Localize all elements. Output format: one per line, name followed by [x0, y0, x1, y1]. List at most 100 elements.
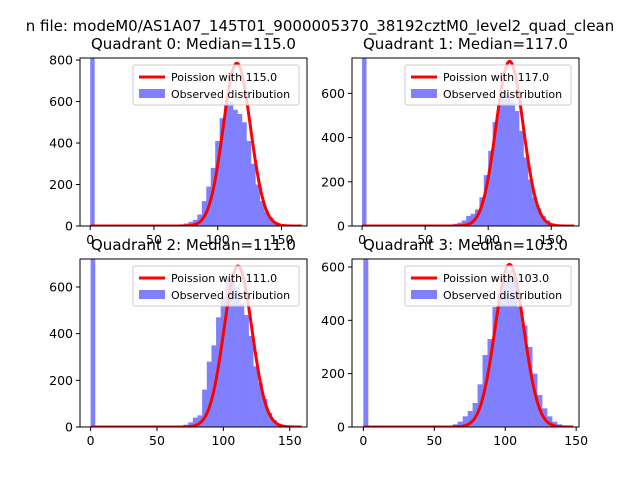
histogram-bar: [497, 293, 503, 427]
axes-frame: [351, 258, 580, 428]
x-tick-label: 0: [86, 232, 94, 247]
axes-frame: [79, 258, 308, 428]
x-tick-label: 100: [476, 232, 500, 247]
y-tick-label: 600: [321, 86, 345, 101]
y-tick-label: 800: [49, 53, 73, 68]
legend-label: Poission with 103.0: [443, 272, 549, 285]
legend-bar-swatch: [139, 290, 165, 299]
histogram-bar: [206, 361, 212, 427]
histogram-bar: [253, 366, 259, 427]
histogram-bar: [532, 197, 538, 226]
legend-box: [132, 265, 300, 307]
histogram-bar: [487, 339, 493, 427]
poisson-curve: [89, 264, 303, 427]
histogram-bar: [188, 422, 194, 427]
histogram-bar: [234, 287, 240, 427]
histogram-bar: [257, 382, 263, 427]
histogram-bar: [519, 130, 524, 226]
histogram-bar: [255, 184, 261, 226]
histogram-bar: [246, 140, 252, 226]
plot-area: [89, 58, 303, 226]
histogram-bar: [497, 104, 502, 226]
histogram-bar: [250, 163, 256, 226]
y-tick-label: 600: [321, 260, 345, 275]
poisson-curve: [89, 61, 303, 226]
histogram-bar: [532, 373, 538, 427]
legend-label: Observed distribution: [443, 88, 562, 101]
histogram-bar: [510, 102, 515, 226]
histogram-bar: [192, 417, 198, 427]
panel-2: 0 50 100 150 0 200 400 600 Quadrant 2: Median=11…: [49, 236, 308, 448]
histogram-bar: [268, 217, 274, 226]
histogram-bar: [362, 58, 367, 226]
y-tick-label: 200: [49, 177, 73, 192]
histogram-bar: [239, 303, 245, 427]
histogram-bar: [527, 179, 533, 226]
histogram-bar: [492, 307, 498, 427]
histogram-bar: [501, 91, 507, 226]
histogram-bar: [541, 216, 546, 226]
histogram-bar: [237, 114, 243, 226]
panel-3: 0 50 100 150 0 200 400 600 Quadrant 3: Median=10…: [321, 236, 588, 448]
plot-area: [362, 259, 575, 427]
x-tick-label: 50: [426, 433, 442, 448]
histogram-bar: [241, 122, 247, 226]
panel-1: 0 50 100 150 0 200 400 600 Quadrant 1: Median=11…: [321, 35, 580, 247]
panels: 0 50 100 150 0 200 400 600 800 Quadrant 0: Median…: [49, 35, 588, 448]
y-tick-label: 400: [49, 136, 73, 151]
legend-label: Poission with 115.0: [171, 71, 277, 84]
histogram-bar: [522, 325, 528, 427]
legend-label: Observed distribution: [171, 289, 290, 302]
histogram-bar: [224, 103, 229, 226]
panel-title: Quadrant 0: Median=115.0: [91, 35, 296, 53]
histogram-bar: [502, 277, 508, 427]
y-tick-label: 0: [337, 420, 345, 435]
axes-frame: [79, 57, 308, 227]
x-tick-label: 100: [206, 232, 230, 247]
histogram-bar: [248, 336, 254, 427]
histogram-bar: [243, 315, 249, 427]
poisson-curve: [362, 262, 575, 427]
histogram-bar: [462, 416, 468, 427]
histogram-bar: [233, 109, 238, 226]
histogram-bar: [488, 150, 493, 226]
x-tick-label: 50: [149, 433, 165, 448]
y-tick-label: 0: [65, 219, 73, 234]
x-tick-label: 100: [211, 433, 235, 448]
histogram-bar: [483, 175, 489, 226]
legend-box: [132, 64, 300, 106]
x-tick-label: 0: [359, 433, 367, 448]
y-tick-label: 400: [49, 326, 73, 341]
legend-bar-swatch: [411, 89, 437, 98]
panel-title: Quadrant 3: Median=103.0: [363, 236, 568, 254]
figure-suptitle: n file: modeM0/AS1A07_145T01_9000005370_…: [26, 17, 615, 36]
histogram-bar: [514, 111, 520, 226]
histogram-bar: [188, 221, 194, 226]
histogram-bar: [466, 216, 471, 226]
histogram-bar: [90, 58, 95, 226]
legend-box: [404, 265, 572, 307]
x-tick-label: 150: [278, 433, 302, 448]
histogram-bar: [219, 118, 225, 226]
poisson-curve: [361, 59, 575, 226]
histogram-bar: [457, 421, 463, 427]
histogram-bar: [210, 167, 216, 226]
histogram-bar: [527, 347, 533, 427]
y-tick-label: 200: [321, 366, 345, 381]
y-tick-label: 400: [321, 130, 345, 145]
panel-title: Quadrant 1: Median=117.0: [363, 35, 568, 53]
x-tick-label: 150: [270, 232, 294, 247]
histogram-bar: [492, 122, 498, 226]
y-tick-label: 200: [321, 174, 345, 189]
x-tick-label: 150: [539, 232, 563, 247]
x-tick-label: 0: [358, 232, 366, 247]
y-tick-label: 0: [65, 420, 73, 435]
histogram-bar: [267, 413, 273, 427]
y-tick-label: 400: [321, 313, 345, 328]
histogram-bar: [230, 282, 235, 427]
histogram-bar: [461, 220, 467, 226]
histogram-bar: [363, 259, 369, 427]
histogram-bar: [220, 296, 226, 427]
histogram-bar: [536, 208, 542, 226]
